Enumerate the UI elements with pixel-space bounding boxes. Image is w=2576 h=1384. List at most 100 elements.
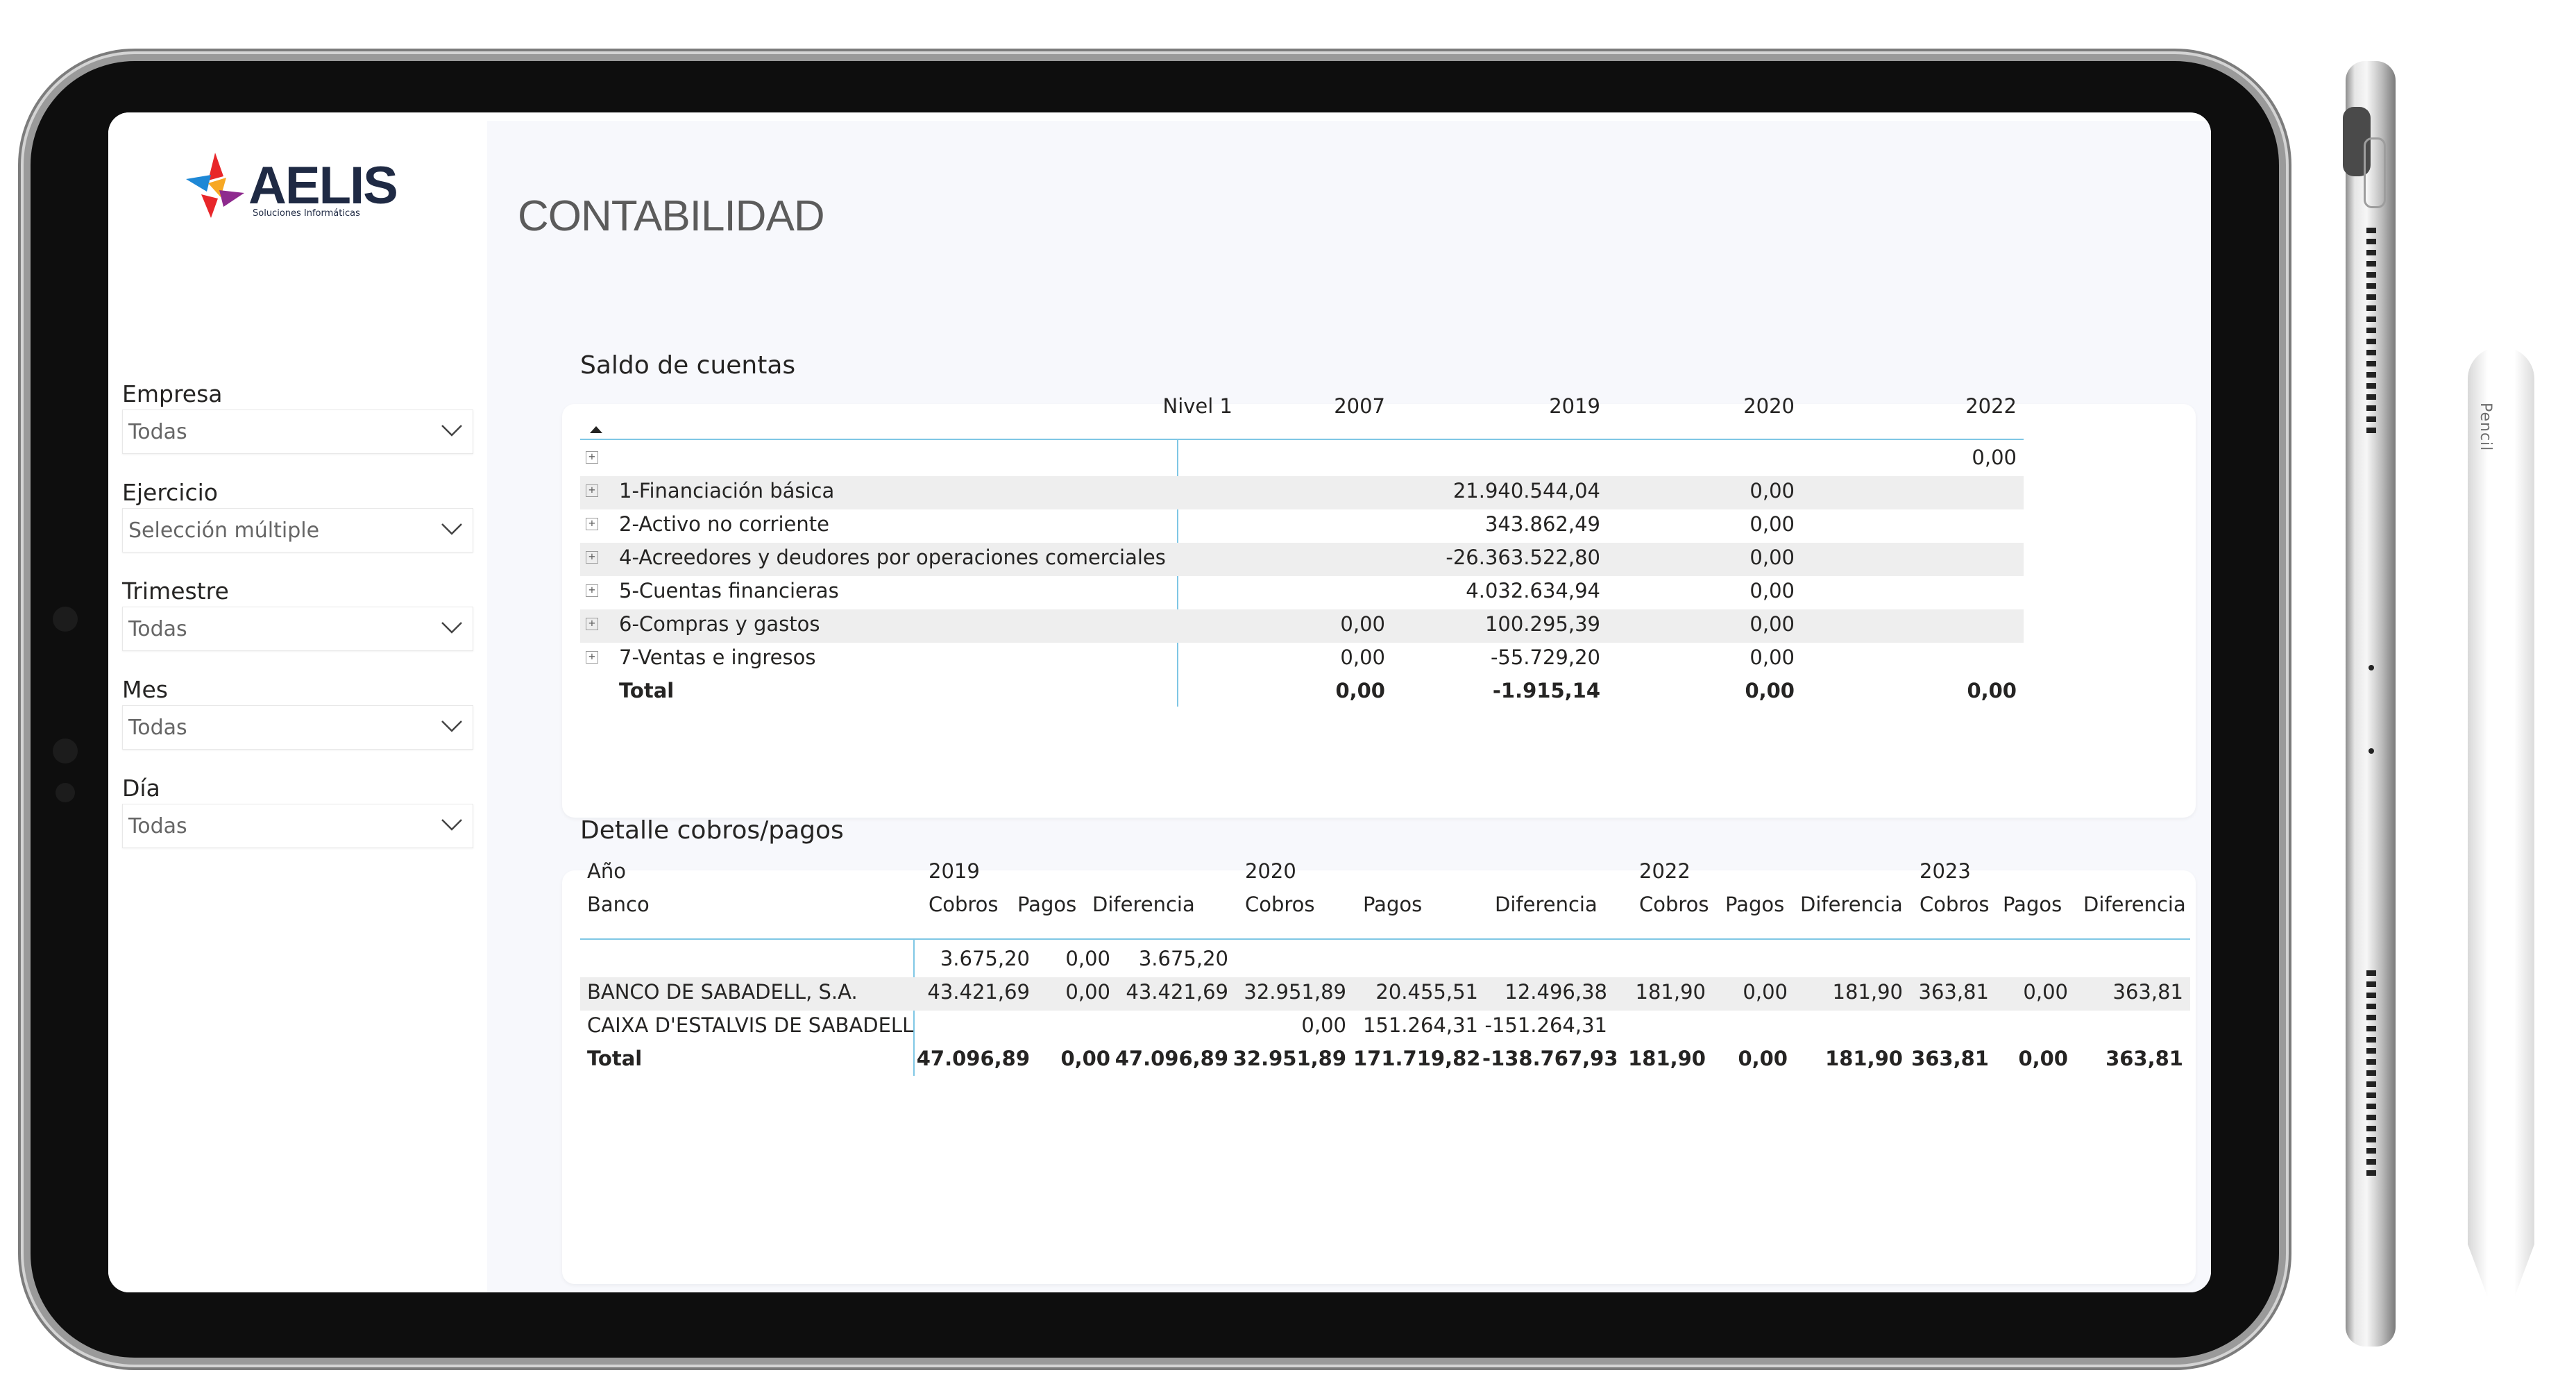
camera-dot bbox=[53, 739, 78, 763]
row-label: 4-Acreedores y deudores por operaciones … bbox=[619, 546, 1166, 569]
column-header-year: 2007 bbox=[1334, 394, 1385, 418]
row-band bbox=[580, 609, 2024, 643]
total-value: -138.767,93 bbox=[1482, 1047, 1618, 1070]
column-header-year: 2019 bbox=[929, 859, 980, 883]
cell-value: 0,00 bbox=[1065, 980, 1110, 1004]
slicer-value: Todas bbox=[128, 814, 187, 838]
row-label: CAIXA D'ESTALVIS DE SABADELL bbox=[587, 1013, 914, 1037]
slicer-dropdown[interactable]: Todas bbox=[122, 705, 473, 750]
cell-value: 21.940.544,04 bbox=[1452, 479, 1600, 503]
total-value: 0,00 bbox=[1335, 679, 1385, 702]
cell-value: -151.264,31 bbox=[1484, 1013, 1607, 1037]
slicer-value: Todas bbox=[128, 617, 187, 641]
column-header-metric: Pagos bbox=[1017, 893, 1077, 916]
total-value: 0,00 bbox=[1967, 679, 2017, 702]
column-header-metric: Cobros bbox=[1245, 893, 1315, 916]
total-value: 0,00 bbox=[1745, 679, 1795, 702]
microphone-dot bbox=[2369, 665, 2374, 670]
header-divider bbox=[580, 439, 2024, 440]
slicer-label: Empresa bbox=[122, 380, 223, 407]
slicer-dropdown[interactable]: Selección múltiple bbox=[122, 508, 473, 552]
cell-value: 4.032.634,94 bbox=[1466, 579, 1600, 602]
slicer-dropdown[interactable]: Todas bbox=[122, 607, 473, 651]
column-header-metric: Cobros bbox=[1920, 893, 1990, 916]
slicer-label: Trimestre bbox=[122, 577, 229, 605]
cell-value: 0,00 bbox=[1743, 980, 1788, 1004]
cell-value: 0,00 bbox=[1065, 947, 1110, 970]
sort-ascending-icon[interactable] bbox=[590, 426, 602, 433]
expand-row-icon[interactable]: + bbox=[586, 584, 598, 597]
tablet-frame: AELIS Soluciones Informáticas Empresa Tod… bbox=[31, 61, 2279, 1358]
cell-value: 0,00 bbox=[1749, 479, 1795, 503]
expand-row-icon[interactable]: + bbox=[586, 484, 598, 497]
column-header-metric: Pagos bbox=[1363, 893, 1423, 916]
speaker-grille bbox=[2366, 970, 2376, 1179]
column-header-metric: Cobros bbox=[1639, 893, 1709, 916]
screen: AELIS Soluciones Informáticas Empresa Tod… bbox=[108, 112, 2211, 1292]
expand-row-icon[interactable]: + bbox=[586, 618, 598, 630]
speaker-grille bbox=[2366, 228, 2376, 436]
expand-row-icon[interactable]: + bbox=[586, 551, 598, 564]
total-value: 0,00 bbox=[2018, 1047, 2068, 1070]
chevron-down-icon bbox=[441, 622, 462, 634]
cell-value: -55.729,20 bbox=[1490, 645, 1600, 669]
total-value: 32.951,89 bbox=[1232, 1047, 1346, 1070]
cell-value: 151.264,31 bbox=[1362, 1013, 1478, 1037]
cell-value: 0,00 bbox=[1301, 1013, 1346, 1037]
slicer-dropdown[interactable]: Todas bbox=[122, 410, 473, 454]
aelis-logo: AELIS Soluciones Informáticas bbox=[180, 149, 416, 225]
row-band bbox=[580, 476, 2024, 509]
logo-subtitle: Soluciones Informáticas bbox=[253, 208, 360, 219]
column-header-metric: Diferencia bbox=[1092, 893, 1195, 916]
row-label: 6-Compras y gastos bbox=[619, 612, 820, 636]
cell-value: 0,00 bbox=[1749, 645, 1795, 669]
logo-mark-icon bbox=[186, 153, 244, 218]
column-header-year: 2022 bbox=[1639, 859, 1690, 883]
chevron-down-icon bbox=[441, 425, 462, 437]
row-label: 7-Ventas e ingresos bbox=[619, 645, 816, 669]
pencil-label: Pencil bbox=[2477, 403, 2494, 452]
cell-value: 0,00 bbox=[1749, 579, 1795, 602]
cell-value: 3.675,20 bbox=[940, 947, 1030, 970]
row-label: 2-Activo no corriente bbox=[619, 512, 829, 536]
expand-row-icon[interactable]: + bbox=[586, 451, 598, 464]
slicer-label: Mes bbox=[122, 676, 168, 703]
cell-value: 0,00 bbox=[2023, 980, 2068, 1004]
column-header-metric: Pagos bbox=[1725, 893, 1785, 916]
expand-row-icon[interactable]: + bbox=[586, 518, 598, 530]
slicer-dropdown[interactable]: Todas bbox=[122, 804, 473, 848]
total-value: 0,00 bbox=[1738, 1047, 1788, 1070]
column-header-metric: Diferencia bbox=[2083, 893, 2186, 916]
row-header-bank: Banco bbox=[587, 893, 650, 916]
total-value: 47.096,89 bbox=[1115, 1047, 1228, 1070]
apple-pencil bbox=[2468, 347, 2534, 1312]
side-button bbox=[2364, 137, 2386, 208]
sidebar: AELIS Soluciones Informáticas Empresa Tod… bbox=[108, 112, 487, 1292]
header-divider bbox=[580, 938, 2190, 940]
slicer-label: Día bbox=[122, 775, 160, 802]
detalle-cobros-pagos-card bbox=[562, 870, 2196, 1284]
total-value: -1.915,14 bbox=[1492, 679, 1600, 702]
camera-dot bbox=[53, 607, 78, 632]
total-value: 181,90 bbox=[1825, 1047, 1903, 1070]
column-header-level: Nivel 1 bbox=[1162, 394, 1232, 418]
column-header-year: 2019 bbox=[1549, 394, 1600, 418]
column-header-metric: Diferencia bbox=[1800, 893, 1903, 916]
page-title: CONTABILIDAD bbox=[518, 192, 825, 240]
row-label: BANCO DE SABADELL, S.A. bbox=[587, 980, 858, 1004]
cell-value: 0,00 bbox=[1340, 645, 1385, 669]
cell-value: 3.675,20 bbox=[1138, 947, 1228, 970]
cell-value: 100.295,39 bbox=[1484, 612, 1600, 636]
cell-value: 343.862,49 bbox=[1484, 512, 1600, 536]
cell-value: 0,00 bbox=[1749, 612, 1795, 636]
cell-value: 0,00 bbox=[1749, 512, 1795, 536]
row-label: 5-Cuentas financieras bbox=[619, 579, 839, 602]
column-header-metric: Cobros bbox=[929, 893, 999, 916]
expand-row-icon[interactable]: + bbox=[586, 651, 598, 664]
cell-value: -26.363.522,80 bbox=[1446, 546, 1600, 569]
total-value: 0,00 bbox=[1060, 1047, 1110, 1070]
cell-value: 43.421,69 bbox=[1126, 980, 1228, 1004]
cell-value: 32.951,89 bbox=[1244, 980, 1346, 1004]
tablet-side-profile bbox=[2343, 61, 2396, 1347]
total-value: 363,81 bbox=[1911, 1047, 1989, 1070]
